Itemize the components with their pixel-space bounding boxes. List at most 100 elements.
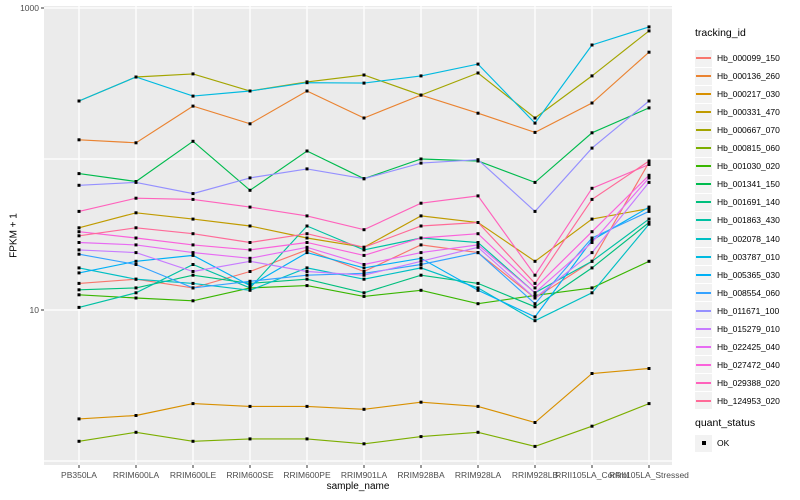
data-point-Hb_002078_140 xyxy=(134,277,138,281)
legend-key-Hb_000217_030 xyxy=(695,85,712,103)
legend-key-Hb_000136_260 xyxy=(695,67,712,85)
ok-square-marker-icon xyxy=(701,441,706,445)
data-point-Hb_000136_260 xyxy=(647,50,651,54)
data-point-Hb_000099_150 xyxy=(362,270,366,273)
data-point-Hb_015279_010 xyxy=(77,248,81,252)
data-point-Hb_000667_070 xyxy=(191,72,195,76)
data-point-Hb_000815_060 xyxy=(419,435,423,439)
data-point-Hb_027472_040 xyxy=(533,286,537,290)
data-point-Hb_015279_010 xyxy=(590,251,594,255)
data-point-Hb_000136_260 xyxy=(533,130,537,134)
data-point-Hb_000331_470 xyxy=(248,224,252,228)
data-point-Hb_000217_030 xyxy=(191,402,195,406)
data-point-Hb_000667_070 xyxy=(362,73,366,77)
data-point-Hb_003787_010 xyxy=(248,89,252,93)
data-point-Hb_008554_060 xyxy=(362,271,366,275)
legend-label-Hb_001863_430: Hb_001863_430 xyxy=(717,215,780,226)
data-point-Hb_015279_010 xyxy=(647,180,651,184)
data-point-Hb_001030_020 xyxy=(134,296,138,300)
data-point-Hb_005365_030 xyxy=(191,253,195,257)
legend-item-Hb_011671_100: Hb_011671_100 xyxy=(695,302,779,320)
data-point-Hb_027472_040 xyxy=(248,248,252,252)
legend-key-Hb_002078_140 xyxy=(695,230,712,247)
panel-background xyxy=(44,6,672,465)
data-point-Hb_001691_140 xyxy=(362,291,366,295)
legend-key-Hb_000815_060 xyxy=(695,139,712,157)
data-point-Hb_124953_020 xyxy=(134,226,138,230)
data-point-Hb_022425_040 xyxy=(191,251,195,255)
x-tick-label-RRIM600LE: RRIM600LE xyxy=(169,470,217,480)
data-point-Hb_022425_040 xyxy=(533,291,537,295)
data-point-Hb_022425_040 xyxy=(647,176,651,180)
data-point-Hb_027472_040 xyxy=(134,236,138,240)
data-point-Hb_124953_020 xyxy=(533,281,537,285)
data-point-Hb_001863_430 xyxy=(476,241,480,244)
data-point-Hb_000136_260 xyxy=(305,89,309,93)
data-point-Hb_015279_010 xyxy=(134,251,138,255)
data-point-Hb_001341_150 xyxy=(533,180,537,184)
legend-label-ok: OK xyxy=(717,438,730,448)
data-point-Hb_003787_010 xyxy=(191,94,195,98)
data-point-Hb_027472_040 xyxy=(419,236,423,240)
legend-key-Hb_001863_430 xyxy=(695,211,712,229)
data-point-Hb_022425_040 xyxy=(305,245,309,249)
legend-line-swatch-icon xyxy=(696,237,711,240)
legend-item-Hb_002078_140: Hb_002078_140 xyxy=(695,230,780,248)
data-point-Hb_015279_010 xyxy=(191,270,195,273)
x-tick-label-RRIM901LA: RRIM901LA xyxy=(340,470,388,480)
legend-label-Hb_029388_020: Hb_029388_020 xyxy=(717,377,780,388)
x-tick-label-PB350LA: PB350LA xyxy=(61,470,97,480)
data-point-Hb_124953_020 xyxy=(248,241,252,244)
x-tick-label-RRIM600PE: RRIM600PE xyxy=(283,470,331,480)
legend-item-ok: OK xyxy=(695,434,729,452)
data-point-Hb_027472_040 xyxy=(362,253,366,257)
data-point-Hb_005365_030 xyxy=(77,271,81,275)
data-point-Hb_124953_020 xyxy=(647,159,651,163)
data-point-Hb_000815_060 xyxy=(590,424,594,428)
legend-key-Hb_000667_070 xyxy=(695,121,712,139)
legend-item-Hb_005365_030: Hb_005365_030 xyxy=(695,266,780,284)
legend-key-Hb_029388_020 xyxy=(695,374,712,392)
data-point-Hb_124953_020 xyxy=(590,197,594,201)
legend-item-Hb_000217_030: Hb_000217_030 xyxy=(695,85,780,103)
legend-label-Hb_011671_100: Hb_011671_100 xyxy=(717,305,780,316)
data-point-Hb_000815_060 xyxy=(476,430,480,434)
data-point-Hb_001341_150 xyxy=(305,149,309,153)
data-point-Hb_011671_100 xyxy=(362,177,366,181)
legend-label-Hb_000667_070: Hb_000667_070 xyxy=(717,125,780,136)
data-point-Hb_000217_030 xyxy=(362,407,366,411)
data-point-Hb_011671_100 xyxy=(533,209,537,213)
y-tick-label-10: 10 xyxy=(29,305,39,315)
legend-item-Hb_022425_040: Hb_022425_040 xyxy=(695,338,780,356)
data-point-Hb_005365_030 xyxy=(362,266,366,270)
data-point-Hb_003787_010 xyxy=(647,25,651,29)
x-tick-label-RRIM928LB: RRIM928LB xyxy=(511,470,559,480)
data-point-Hb_003787_010 xyxy=(533,121,537,125)
data-point-Hb_015279_010 xyxy=(419,259,423,263)
data-point-Hb_000815_060 xyxy=(191,439,195,443)
legend-title-quant-status: quant_status xyxy=(695,417,756,429)
legend-label-Hb_015279_010: Hb_015279_010 xyxy=(717,323,780,334)
data-point-Hb_011671_100 xyxy=(590,146,594,150)
legend-line-swatch-icon xyxy=(696,399,711,402)
data-point-Hb_001691_140 xyxy=(191,273,195,277)
legend-item-Hb_001691_140: Hb_001691_140 xyxy=(695,193,780,211)
data-point-Hb_124953_020 xyxy=(476,221,480,224)
data-point-Hb_000815_060 xyxy=(248,437,252,441)
data-point-Hb_000815_060 xyxy=(647,402,651,406)
data-point-Hb_029388_020 xyxy=(419,201,423,205)
data-point-Hb_000136_260 xyxy=(191,104,195,108)
data-point-Hb_000815_060 xyxy=(533,444,537,448)
data-point-Hb_001030_020 xyxy=(419,288,423,292)
data-point-Hb_001030_020 xyxy=(533,293,537,297)
legend-label-Hb_001030_020: Hb_001030_020 xyxy=(717,161,780,172)
data-point-Hb_001030_020 xyxy=(77,293,81,297)
legend-line-swatch-icon xyxy=(696,291,711,294)
data-point-Hb_001691_140 xyxy=(305,277,309,281)
legend-line-swatch-icon xyxy=(696,57,711,59)
data-point-Hb_011671_100 xyxy=(305,167,309,171)
data-point-Hb_000667_070 xyxy=(590,74,594,78)
legend-line-swatch-icon xyxy=(696,165,711,168)
legend-item-Hb_001863_430: Hb_001863_430 xyxy=(695,211,780,229)
